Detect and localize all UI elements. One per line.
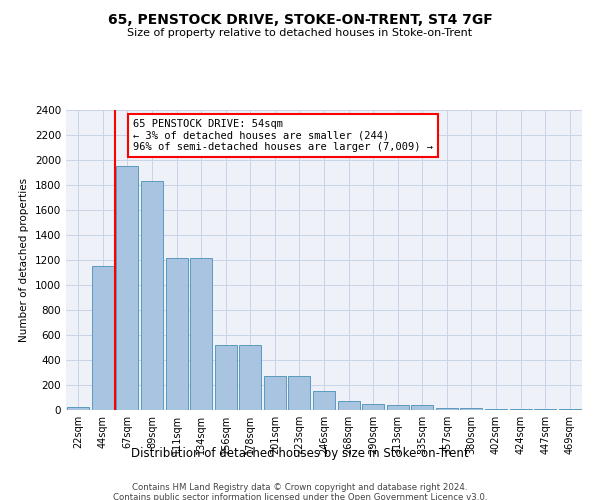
Bar bbox=[92, 266, 114, 410]
Bar bbox=[460, 408, 482, 410]
Bar bbox=[215, 345, 237, 410]
Text: Distribution of detached houses by size in Stoke-on-Trent: Distribution of detached houses by size … bbox=[131, 448, 469, 460]
Bar bbox=[362, 404, 384, 410]
Bar bbox=[239, 345, 262, 410]
Bar bbox=[509, 409, 532, 410]
Bar bbox=[436, 408, 458, 410]
Bar bbox=[411, 405, 433, 410]
Bar bbox=[190, 258, 212, 410]
Text: Contains public sector information licensed under the Open Government Licence v3: Contains public sector information licen… bbox=[113, 492, 487, 500]
Bar bbox=[338, 400, 359, 410]
Bar bbox=[141, 181, 163, 410]
Bar bbox=[289, 376, 310, 410]
Bar bbox=[313, 390, 335, 410]
Bar bbox=[166, 258, 188, 410]
Bar bbox=[264, 376, 286, 410]
Y-axis label: Number of detached properties: Number of detached properties bbox=[19, 178, 29, 342]
Text: Size of property relative to detached houses in Stoke-on-Trent: Size of property relative to detached ho… bbox=[127, 28, 473, 38]
Text: Contains HM Land Registry data © Crown copyright and database right 2024.: Contains HM Land Registry data © Crown c… bbox=[132, 482, 468, 492]
Bar bbox=[67, 407, 89, 410]
Text: 65 PENSTOCK DRIVE: 54sqm
← 3% of detached houses are smaller (244)
96% of semi-d: 65 PENSTOCK DRIVE: 54sqm ← 3% of detache… bbox=[133, 119, 433, 152]
Bar bbox=[116, 166, 139, 410]
Bar bbox=[485, 409, 507, 410]
Text: 65, PENSTOCK DRIVE, STOKE-ON-TRENT, ST4 7GF: 65, PENSTOCK DRIVE, STOKE-ON-TRENT, ST4 … bbox=[107, 12, 493, 26]
Bar bbox=[386, 405, 409, 410]
